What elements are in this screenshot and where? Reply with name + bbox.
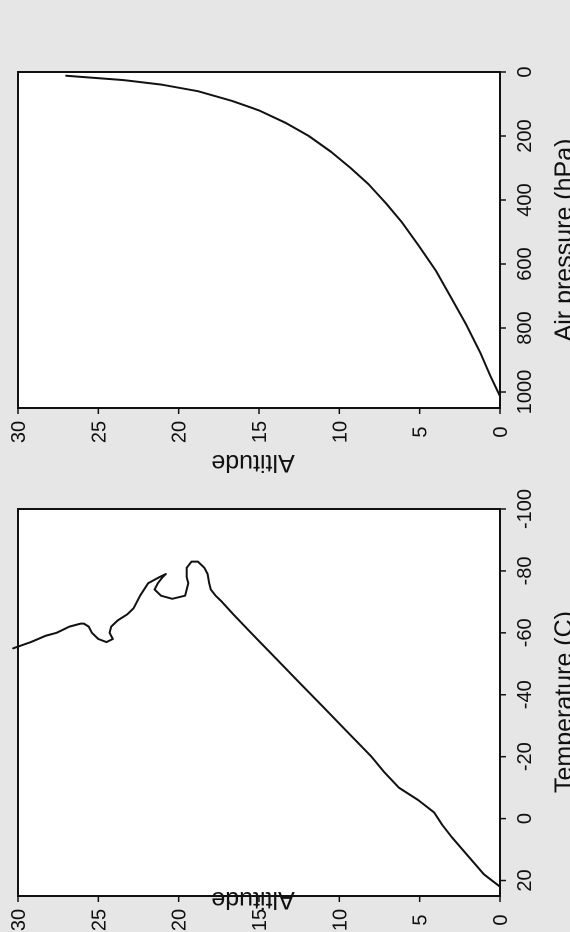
x-tick-label: 0: [514, 813, 536, 824]
temperature-x-axis-title: Temperature (C): [550, 611, 570, 793]
y-tick-label: 20: [169, 421, 191, 443]
y-tick-label: 5: [410, 914, 432, 925]
y-tick-label: 30: [8, 421, 30, 443]
y-tick-label: 25: [88, 909, 110, 931]
x-tick-label: 800: [514, 311, 536, 344]
y-tick-label: 25: [88, 421, 110, 443]
temperature-profile-line: [12, 560, 501, 888]
temperature-plot-area: [17, 508, 501, 897]
y-tick-label: 10: [329, 421, 351, 443]
y-tick-label: 10: [329, 909, 351, 931]
y-tick-label: 30: [8, 909, 30, 931]
y-tick-label: 5: [410, 426, 432, 437]
x-tick-label: -80: [514, 556, 536, 585]
y-tick-label: 20: [169, 909, 191, 931]
pressure-plot-area: [17, 71, 501, 409]
temperature-y-axis-title: Altitude: [211, 886, 294, 914]
temperature-ticks: -100 -80 -60 -40 -20 0 20 0 5 10 15 20 25 30: [8, 489, 536, 931]
y-tick-label: 0: [490, 426, 512, 437]
y-tick-label: 15: [249, 421, 271, 443]
pressure-y-axis-title: Altitude: [211, 449, 294, 477]
x-tick-label: 20: [514, 869, 536, 891]
x-tick-label: 0: [514, 66, 536, 77]
x-tick-label: -40: [514, 680, 536, 709]
pressure-profile-line: [65, 74, 501, 398]
x-tick-label: -60: [514, 618, 536, 647]
x-tick-label: 1000: [514, 370, 536, 415]
pressure-x-axis-title: Air pressure (hPa): [550, 139, 570, 342]
x-tick-label: 600: [514, 247, 536, 280]
x-tick-label: -20: [514, 742, 536, 771]
y-tick-label: 15: [249, 909, 271, 931]
x-tick-label: 400: [514, 183, 536, 216]
x-tick-label: 200: [514, 119, 536, 152]
y-tick-label: 0: [490, 914, 512, 925]
temperature-panel: -100 -80 -60 -40 -20 0 20 0 5 10 15 20 25 30 Temperat…: [8, 489, 570, 931]
x-tick-label: -100: [514, 489, 536, 529]
